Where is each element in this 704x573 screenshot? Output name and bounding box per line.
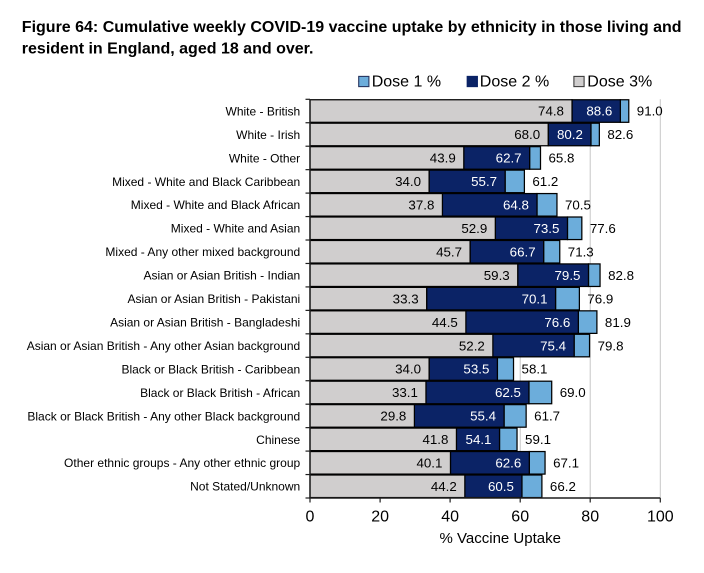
svg-text:73.5: 73.5	[533, 221, 559, 236]
svg-text:64.8: 64.8	[503, 198, 529, 213]
svg-text:Dose 2 %: Dose 2 %	[480, 74, 549, 91]
svg-text:29.8: 29.8	[380, 409, 406, 424]
svg-text:Chinese: Chinese	[256, 433, 300, 447]
svg-text:62.7: 62.7	[496, 151, 522, 166]
svg-text:77.6: 77.6	[590, 221, 616, 236]
svg-text:White - Irish: White - Irish	[236, 128, 300, 142]
svg-text:65.8: 65.8	[549, 151, 575, 166]
svg-text:66.2: 66.2	[550, 479, 576, 494]
svg-text:81.9: 81.9	[605, 315, 631, 330]
svg-text:60: 60	[511, 509, 529, 526]
svg-text:Figure 64: Cumulative weekly C: Figure 64: Cumulative weekly COVID-19 va…	[22, 19, 682, 36]
svg-text:60.5: 60.5	[488, 479, 514, 494]
svg-text:53.5: 53.5	[463, 362, 489, 377]
svg-text:34.0: 34.0	[395, 362, 421, 377]
svg-text:Mixed - White and Black Africa: Mixed - White and Black African	[131, 198, 300, 212]
svg-text:82.8: 82.8	[608, 268, 634, 283]
svg-text:Black or Black British - Carib: Black or Black British - Caribbean	[121, 362, 300, 376]
svg-text:62.6: 62.6	[495, 456, 521, 471]
svg-text:Mixed - White and Asian: Mixed - White and Asian	[171, 222, 300, 236]
svg-text:% Vaccine Uptake: % Vaccine Uptake	[440, 530, 561, 547]
svg-text:62.5: 62.5	[495, 385, 521, 400]
svg-text:61.2: 61.2	[532, 174, 558, 189]
svg-text:Mixed - Any other mixed backgr: Mixed - Any other mixed background	[105, 245, 300, 259]
svg-text:Other ethnic groups - Any othe: Other ethnic groups - Any other ethnic g…	[64, 456, 300, 470]
svg-text:61.7: 61.7	[534, 409, 560, 424]
svg-text:resident in England, aged 18 a: resident in England, aged 18 and over.	[22, 40, 314, 57]
svg-text:White - Other: White - Other	[229, 151, 300, 165]
svg-text:40: 40	[441, 509, 459, 526]
svg-text:Black or Black British - Any o: Black or Black British - Any other Black…	[27, 409, 300, 423]
svg-text:70.1: 70.1	[522, 291, 548, 306]
svg-text:59.1: 59.1	[525, 432, 551, 447]
svg-text:80.2: 80.2	[557, 127, 583, 142]
svg-text:68.0: 68.0	[514, 127, 540, 142]
svg-text:43.9: 43.9	[430, 151, 456, 166]
svg-text:71.3: 71.3	[568, 244, 594, 259]
svg-text:37.8: 37.8	[408, 198, 434, 213]
svg-text:0: 0	[306, 509, 315, 526]
svg-text:44.5: 44.5	[432, 315, 458, 330]
svg-text:Asian or Asian British - Any o: Asian or Asian British - Any other Asian…	[27, 339, 301, 353]
svg-text:55.4: 55.4	[470, 409, 497, 424]
svg-text:52.9: 52.9	[461, 221, 487, 236]
svg-text:Black or Black British - Afric: Black or Black British - African	[140, 386, 300, 400]
svg-text:75.4: 75.4	[540, 338, 567, 353]
svg-text:70.5: 70.5	[565, 198, 591, 213]
svg-text:54.1: 54.1	[466, 432, 492, 447]
svg-text:79.8: 79.8	[598, 338, 624, 353]
svg-text:76.9: 76.9	[587, 291, 613, 306]
svg-text:74.8: 74.8	[538, 104, 564, 119]
svg-text:Dose 3%: Dose 3%	[587, 74, 652, 91]
svg-text:Mixed - White and Black Caribb: Mixed - White and Black Caribbean	[112, 175, 300, 189]
svg-text:52.2: 52.2	[459, 338, 485, 353]
svg-text:79.5: 79.5	[555, 268, 581, 283]
svg-text:80: 80	[581, 509, 599, 526]
svg-text:59.3: 59.3	[484, 268, 510, 283]
svg-text:34.0: 34.0	[395, 174, 421, 189]
svg-text:58.1: 58.1	[522, 362, 548, 377]
svg-text:Not Stated/Unknown: Not Stated/Unknown	[190, 480, 300, 494]
svg-text:88.6: 88.6	[586, 104, 612, 119]
svg-text:White - British: White - British	[226, 104, 301, 118]
svg-text:100: 100	[647, 509, 674, 526]
svg-text:91.0: 91.0	[637, 104, 663, 119]
svg-text:82.6: 82.6	[607, 127, 633, 142]
svg-text:Asian or Asian British - India: Asian or Asian British - Indian	[143, 269, 300, 283]
svg-text:45.7: 45.7	[436, 244, 462, 259]
svg-text:Asian or Asian British - Bangl: Asian or Asian British - Bangladeshi	[110, 316, 300, 330]
svg-text:Dose 1 %: Dose 1 %	[372, 74, 441, 91]
svg-text:76.6: 76.6	[544, 315, 570, 330]
svg-text:40.1: 40.1	[416, 456, 442, 471]
svg-text:33.3: 33.3	[393, 291, 419, 306]
svg-text:33.1: 33.1	[392, 385, 418, 400]
svg-text:41.8: 41.8	[422, 432, 448, 447]
svg-text:20: 20	[371, 509, 389, 526]
svg-text:66.7: 66.7	[510, 244, 536, 259]
svg-text:Asian or Asian British - Pakis: Asian or Asian British - Pakistani	[127, 292, 300, 306]
svg-text:67.1: 67.1	[553, 456, 579, 471]
svg-text:44.2: 44.2	[431, 479, 457, 494]
svg-text:55.7: 55.7	[471, 174, 497, 189]
svg-text:69.0: 69.0	[560, 385, 586, 400]
